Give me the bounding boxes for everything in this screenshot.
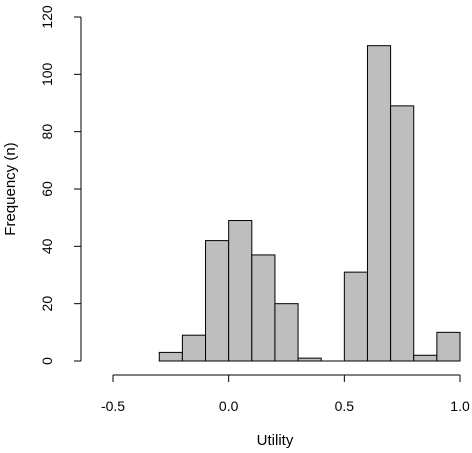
x-tick-label: 1.0 bbox=[450, 398, 470, 414]
x-tick-label: -0.5 bbox=[101, 398, 125, 414]
y-axis-title: Frequency (n) bbox=[2, 142, 19, 235]
histogram-bar bbox=[436, 331, 461, 362]
y-tick-label: 0 bbox=[39, 357, 55, 365]
y-tick-label: 120 bbox=[39, 5, 55, 29]
histogram-bar bbox=[366, 45, 392, 362]
histogram-bar bbox=[390, 105, 415, 362]
histogram-bar bbox=[343, 271, 368, 362]
histogram-bar bbox=[158, 351, 183, 362]
y-tick-label: 40 bbox=[39, 238, 55, 254]
histogram-bar bbox=[413, 354, 438, 362]
histogram-bar bbox=[205, 240, 230, 362]
y-tick-label: 20 bbox=[39, 296, 55, 312]
histogram-bar bbox=[251, 254, 276, 362]
x-axis-title: Utility bbox=[257, 432, 294, 449]
histogram-bar bbox=[181, 334, 207, 362]
x-tick-label: 0.5 bbox=[335, 398, 355, 414]
y-axis: 0 20 40 60 80 100 120 bbox=[39, 5, 82, 365]
bars-layer bbox=[158, 45, 461, 362]
y-tick-label: 80 bbox=[39, 124, 55, 140]
y-tick-label: 100 bbox=[39, 62, 55, 86]
histogram-bar bbox=[297, 357, 322, 362]
histogram-bar bbox=[228, 220, 253, 362]
x-tick-label: 0.0 bbox=[219, 398, 239, 414]
histogram-bar bbox=[274, 303, 299, 362]
y-tick-label: 60 bbox=[39, 181, 55, 197]
x-axis: -0.5 0.0 0.5 1.0 bbox=[101, 374, 470, 414]
